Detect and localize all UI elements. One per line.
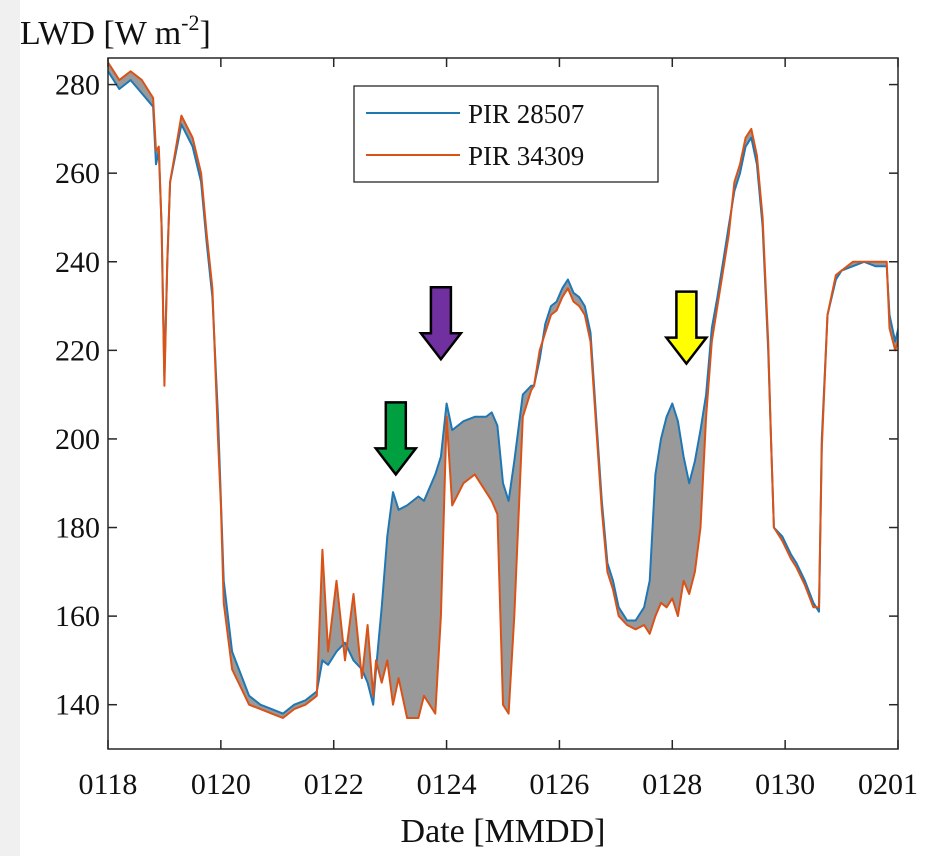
x-tick-label: 0122 xyxy=(304,768,364,801)
y-tick-label: 240 xyxy=(55,246,100,279)
x-axis-label: Date [MMDD] xyxy=(401,813,606,850)
series-line-pir-34309 xyxy=(108,61,898,719)
x-tick-label: 0130 xyxy=(755,768,815,801)
y-tick-label: 200 xyxy=(55,423,100,456)
y-axis: 140 160 180 200 220 240 260 280 xyxy=(55,69,898,722)
y-tick-label: 180 xyxy=(55,512,100,545)
legend-label-pir-28507: PIR 28507 xyxy=(468,99,584,129)
legend: PIR 28507 PIR 34309 xyxy=(353,85,659,183)
y-axis-label: LWD [W m-2] xyxy=(20,10,211,52)
x-tick-label: 0118 xyxy=(79,768,138,801)
y-tick-label: 160 xyxy=(55,600,100,633)
y-tick-label: 280 xyxy=(55,69,100,102)
annotation-arrow-0 xyxy=(373,401,419,477)
x-axis: 0118 0120 0122 0124 0126 0128 0130 0201 xyxy=(79,58,918,801)
line-chart: 140 160 180 200 220 240 260 280 0118 0120 0122 012… xyxy=(20,10,918,850)
x-tick-label: 0120 xyxy=(191,768,251,801)
x-tick-label: 0126 xyxy=(529,768,589,801)
plot-frame xyxy=(107,57,899,750)
chart-panel: 140 160 180 200 220 240 260 280 0118 0120 0122 012… xyxy=(20,0,939,856)
x-tick-label: 0124 xyxy=(417,768,477,801)
y-tick-label: 260 xyxy=(55,157,100,190)
x-tick-label: 0128 xyxy=(642,768,702,801)
annotation-arrows xyxy=(373,285,709,477)
annotation-arrow-2 xyxy=(663,290,709,366)
y-tick-label: 140 xyxy=(55,689,100,722)
legend-label-pir-34309: PIR 34309 xyxy=(468,141,584,171)
annotation-arrow-1 xyxy=(418,285,464,362)
legend-box xyxy=(353,85,659,183)
y-tick-label: 220 xyxy=(55,334,100,367)
series-lines xyxy=(108,61,898,719)
x-tick-label: 0201 xyxy=(858,768,918,801)
